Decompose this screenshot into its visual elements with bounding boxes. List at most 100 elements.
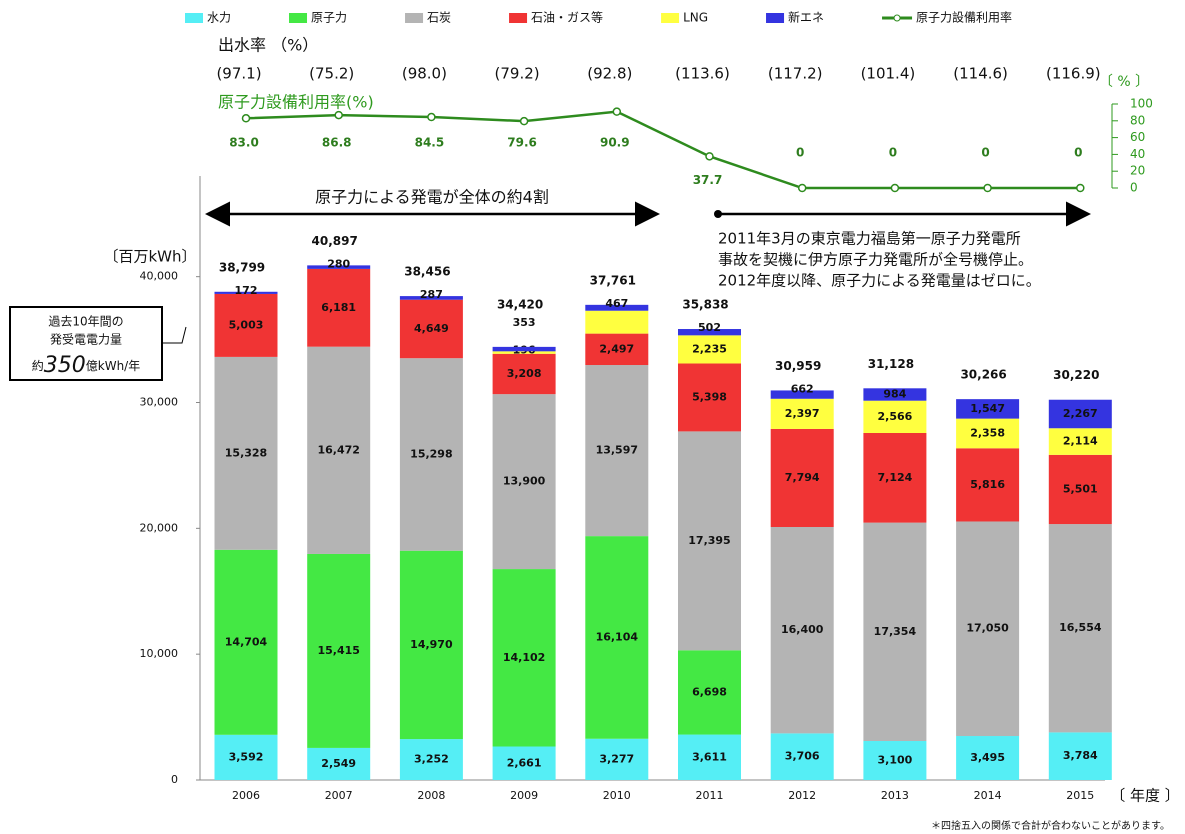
flow-title: 出水率 （%） xyxy=(218,36,318,55)
bar-segment xyxy=(307,268,371,347)
summary-box xyxy=(9,306,163,381)
data-label: 6,181 xyxy=(321,301,356,314)
data-label: 3,592 xyxy=(229,750,264,763)
data-label: 984 xyxy=(883,387,906,400)
flow-label: (101.4) xyxy=(861,65,916,83)
bar-segment xyxy=(1048,399,1112,429)
total-label: 30,220 xyxy=(1053,368,1099,382)
data-label: 467 xyxy=(605,297,628,310)
annotation: 事故を契機に伊方原子力発電所が全号機停止。 xyxy=(718,251,1033,269)
y2-tick-label: 100 xyxy=(1130,97,1153,111)
data-label: 15,328 xyxy=(225,446,267,459)
data-label: 2,497 xyxy=(599,342,634,355)
arrow-text: 原子力による発電が全体の約4割 xyxy=(315,188,549,207)
bar-segment xyxy=(214,293,278,357)
total-label: 31,128 xyxy=(868,357,914,371)
data-label: 7,794 xyxy=(785,471,820,484)
bar-segment xyxy=(770,428,834,527)
flow-label: (75.2) xyxy=(309,65,354,83)
data-label: 2,267 xyxy=(1063,407,1098,420)
annotation: 2011年3月の東京電力福島第一原子力発電所 xyxy=(718,230,1021,248)
line-label: 83.0 xyxy=(229,136,259,150)
x-tick-label: 2015 xyxy=(1066,789,1094,802)
data-label: 3,706 xyxy=(785,750,820,763)
bar-segment xyxy=(678,734,741,780)
data-label: 2,114 xyxy=(1063,435,1098,448)
bar-segment xyxy=(585,304,649,311)
bar-segment xyxy=(307,553,371,748)
data-label: 17,395 xyxy=(688,534,730,547)
data-label: 662 xyxy=(791,382,814,395)
bar-segment xyxy=(214,734,278,780)
bar-segment xyxy=(770,398,834,429)
line-marker xyxy=(612,107,622,116)
data-label: 3,784 xyxy=(1063,749,1098,762)
legend-swatch xyxy=(405,13,424,23)
legend-label: 石油・ガス等 xyxy=(531,11,603,25)
line-label: 79.6 xyxy=(507,136,537,150)
data-label: 2,661 xyxy=(507,756,542,769)
line-marker xyxy=(519,116,529,126)
line-label: 0 xyxy=(981,146,989,160)
line-marker xyxy=(334,110,343,120)
bar-segment xyxy=(863,522,927,741)
bar-segment xyxy=(863,740,927,780)
bar-segment xyxy=(307,265,371,269)
data-label: 17,050 xyxy=(966,622,1009,635)
bar-segment xyxy=(492,353,556,395)
footnote: ＊四捨五入の関係で合計が合わないことがあります。 xyxy=(931,819,1170,832)
flow-label: (117.2) xyxy=(768,65,823,83)
data-label: 7,124 xyxy=(878,471,913,484)
x-tick-label: 2007 xyxy=(325,789,353,802)
annotation: 2012年度以降、原子力による発電量はゼロに。 xyxy=(718,272,1041,290)
data-label: 16,554 xyxy=(1059,621,1102,634)
line-marker xyxy=(241,114,251,123)
bar-segment xyxy=(585,536,649,739)
bar-segment xyxy=(307,747,371,780)
data-label: 2,549 xyxy=(321,757,356,770)
bar-segment xyxy=(678,431,741,651)
legend-label: 新エネ xyxy=(788,10,824,25)
line-marker xyxy=(797,183,807,193)
box-line: 過去10年間の xyxy=(48,315,123,329)
bar-segment xyxy=(214,356,278,550)
bar-segment xyxy=(678,335,741,364)
y-tick-label: 10,000 xyxy=(140,647,179,660)
data-label: 16,400 xyxy=(781,623,824,636)
bar-segment xyxy=(956,448,1020,522)
y-tick-label: 30,000 xyxy=(140,396,179,409)
bar-segment xyxy=(1048,428,1112,455)
line-label: 84.5 xyxy=(415,136,445,150)
data-label: 16,104 xyxy=(596,630,639,643)
bar-segment xyxy=(1048,524,1112,733)
bar-segment xyxy=(307,346,371,554)
bar-segment xyxy=(585,333,649,366)
y-unit: 〔百万kWh〕 xyxy=(103,248,196,266)
data-label: 13,900 xyxy=(503,475,546,488)
bar-segment xyxy=(1048,454,1112,525)
bar-segment xyxy=(770,526,834,734)
legend-swatch xyxy=(509,13,528,23)
bar-segment xyxy=(492,346,556,352)
bar-segment xyxy=(863,400,927,433)
line-title: 原子力設備利用率(%) xyxy=(218,93,374,112)
data-label: 14,704 xyxy=(225,635,268,648)
box-value: 約350億kWh/年 xyxy=(32,353,140,378)
data-label: 287 xyxy=(420,288,443,301)
legend-swatch xyxy=(185,13,203,23)
data-label: 14,970 xyxy=(410,638,453,651)
line-label: 37.7 xyxy=(693,173,723,187)
bar-segment xyxy=(214,549,278,735)
data-label: 2,566 xyxy=(878,410,913,423)
legend-swatch xyxy=(661,13,680,23)
bar-segment xyxy=(956,399,1020,419)
data-label: 1,547 xyxy=(970,402,1005,415)
flow-label: (113.6) xyxy=(675,65,730,83)
bar-segment xyxy=(770,733,834,780)
data-label: 3,252 xyxy=(414,753,449,766)
total-label: 30,959 xyxy=(775,359,821,373)
bar-segment xyxy=(863,388,927,401)
data-label: 2,397 xyxy=(785,407,820,420)
data-label: 502 xyxy=(698,321,721,334)
